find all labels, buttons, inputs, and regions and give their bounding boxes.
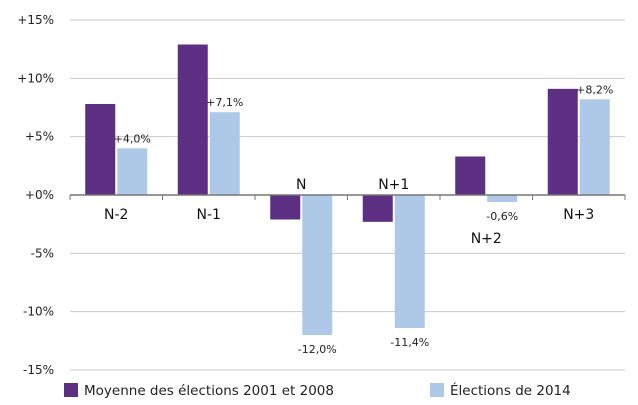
bar-series-2-N+1 [394,195,425,328]
y-tick-label: +0% [25,188,54,202]
x-axis [69,194,626,200]
bar-series-2-N [302,195,333,335]
category-label: N+1 [378,177,409,193]
bar-series-2-N-2 [117,148,148,195]
legend-swatch-series-1 [64,383,78,397]
bars [85,44,610,335]
legend-label-series-1: Moyenne des élections 2001 et 2008 [84,383,334,399]
legend-swatch-series-2 [430,383,444,397]
y-tick-label: +5% [25,130,54,144]
y-tick-label: -15% [23,363,54,377]
data-label: +4,0% [114,132,151,145]
data-label: -0,6% [486,210,518,223]
category-label: N [296,177,306,193]
bar-series-1-N-2 [85,104,116,195]
y-tick-label: +15% [17,13,54,27]
data-label: -11,4% [390,336,429,349]
bar-series-2-N+2 [487,195,518,202]
y-axis-ticks: +15% +10% +5% +0% -5% -10% -15% [17,13,54,377]
data-label: +8,2% [576,83,613,96]
bar-series-1-N+2 [455,156,486,195]
y-tick-label: +10% [17,71,54,85]
data-labels: +4,0% +7,1% -12,0% -11,4% -0,6% +8,2% [114,83,614,356]
bar-series-2-N+3 [579,99,610,195]
bar-series-1-N [270,195,301,220]
category-label: N+3 [563,207,594,223]
data-label: -12,0% [298,343,337,356]
legend-label-series-2: Élections de 2014 [450,382,571,399]
category-label: N-2 [104,207,128,223]
bar-series-1-N+1 [362,195,393,222]
category-label: N-1 [197,207,221,223]
gridlines [70,19,625,371]
y-tick-label: -5% [31,246,54,260]
bar-series-1-N-1 [177,44,208,195]
legend: Moyenne des élections 2001 et 2008 Élect… [64,382,571,399]
category-label: N+2 [471,231,502,247]
category-labels: N-2 N-1 N N+1 N+2 N+3 [104,177,594,247]
bar-series-2-N-1 [209,112,240,195]
data-label: +7,1% [206,96,243,109]
bar-series-1-N+3 [547,88,578,195]
y-tick-label: -10% [23,305,54,319]
